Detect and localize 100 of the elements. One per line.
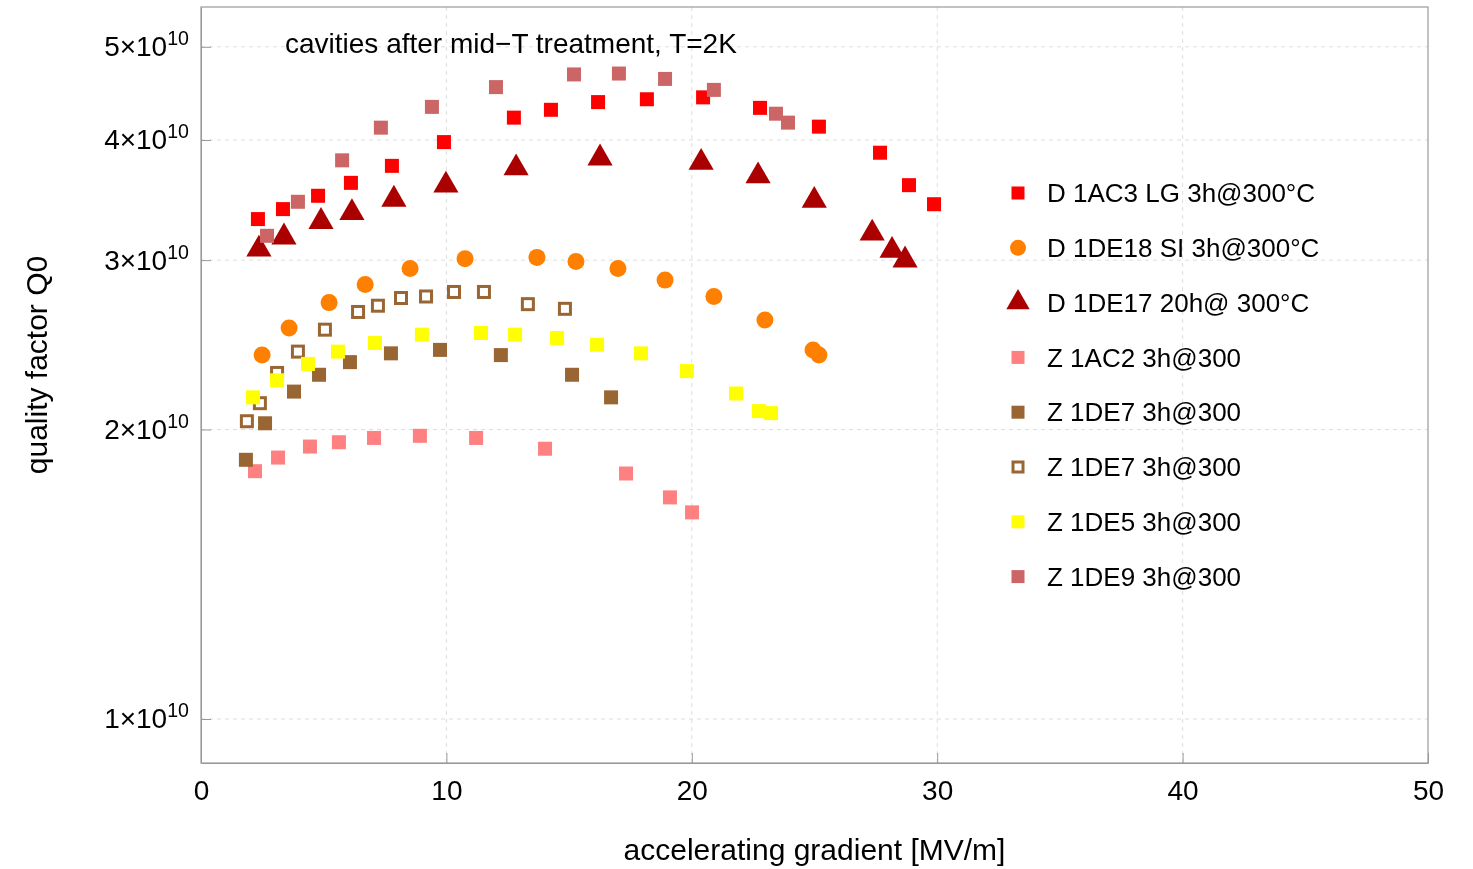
point — [550, 330, 565, 345]
point — [656, 271, 674, 289]
point — [260, 228, 275, 243]
point — [706, 82, 721, 97]
point — [433, 342, 448, 357]
point — [764, 406, 779, 421]
point — [343, 175, 358, 190]
point — [591, 95, 606, 110]
point — [662, 490, 677, 505]
point — [567, 67, 582, 82]
point — [679, 364, 694, 379]
point — [258, 416, 273, 431]
point — [728, 386, 743, 401]
point — [753, 100, 768, 115]
point — [565, 367, 580, 382]
point — [246, 390, 261, 405]
point — [811, 119, 826, 134]
point — [543, 102, 558, 117]
point — [271, 450, 286, 465]
point — [567, 253, 585, 271]
point — [373, 120, 388, 135]
point — [287, 384, 302, 399]
point — [302, 439, 317, 454]
point — [238, 452, 253, 467]
x-tick-label: 50 — [1412, 774, 1445, 806]
y-tick-label: 5×10$^{10}$ — [104, 27, 190, 63]
point — [604, 390, 619, 405]
x-tick-label: 0 — [193, 774, 210, 806]
legend-label: Z 1DE5 3h@300 — [1047, 506, 1242, 537]
point — [394, 291, 408, 306]
point — [383, 346, 398, 361]
point — [401, 260, 419, 278]
point — [590, 337, 605, 352]
point — [239, 414, 254, 429]
point — [356, 276, 374, 294]
y-tick-label: 2×10$^{10}$ — [104, 409, 190, 445]
point — [810, 346, 828, 364]
point — [414, 327, 429, 342]
point — [456, 250, 474, 268]
point — [901, 178, 916, 193]
point — [508, 327, 523, 342]
point — [447, 284, 462, 299]
point — [685, 505, 700, 520]
text: cavities after mid−T treatment, T=2K — [285, 28, 738, 59]
point — [270, 373, 285, 388]
point — [312, 367, 327, 382]
y-tick-label: 4×10$^{10}$ — [104, 120, 190, 156]
point — [275, 202, 290, 217]
point — [488, 80, 503, 95]
x-axis-title: accelerating gradient [MV/m] — [623, 833, 1006, 866]
point — [330, 344, 345, 359]
legend-label: Z 1AC2 3h@300 — [1047, 342, 1242, 373]
point — [528, 248, 546, 266]
point — [634, 346, 648, 361]
point — [290, 194, 305, 209]
y-axis-title: quality factor Q0 — [20, 255, 53, 475]
x-tick-label: 10 — [431, 774, 463, 806]
point — [639, 92, 654, 107]
point — [493, 348, 508, 363]
point — [476, 284, 491, 299]
point — [705, 288, 723, 305]
point — [342, 355, 357, 370]
point — [469, 430, 484, 445]
point — [317, 322, 332, 337]
legend-label: D 1AC3 LG 3h@300°C — [1047, 178, 1316, 209]
point — [384, 158, 399, 173]
point — [436, 135, 451, 150]
point — [311, 188, 326, 203]
point — [611, 66, 626, 81]
point — [424, 99, 439, 114]
x-tick-label: 20 — [676, 774, 708, 806]
point — [335, 153, 350, 168]
point — [280, 319, 298, 337]
point — [419, 289, 434, 304]
y-tick-label: 3×10$^{10}$ — [104, 240, 190, 276]
point — [768, 106, 783, 121]
point — [351, 304, 366, 319]
point — [520, 297, 535, 312]
point — [331, 435, 346, 450]
point — [253, 346, 271, 364]
legend-label: Z 1DE9 3h@300 — [1047, 561, 1242, 592]
legend-label: D 1DE18 SI 3h@300°C — [1047, 232, 1320, 263]
point — [619, 466, 634, 481]
point — [247, 464, 262, 479]
point — [609, 260, 627, 278]
legend-label: Z 1DE7 3h@300 — [1047, 397, 1242, 428]
point — [756, 311, 774, 329]
x-tick-label: 30 — [922, 774, 954, 806]
point — [367, 430, 382, 445]
point — [290, 344, 305, 359]
point — [927, 197, 942, 212]
legend-label: Z 1DE7 3h@300 — [1047, 452, 1242, 483]
legend-label: D 1DE17 20h@ 300°C — [1047, 287, 1310, 318]
point — [538, 441, 553, 456]
y-tick-label: 1×10$^{10}$ — [104, 699, 190, 735]
point — [412, 428, 427, 443]
point — [873, 145, 888, 160]
point — [506, 110, 521, 125]
point — [658, 71, 673, 86]
point — [474, 325, 488, 340]
